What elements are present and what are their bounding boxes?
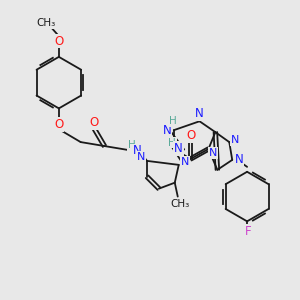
Text: N: N <box>163 124 171 137</box>
Text: N: N <box>174 142 183 155</box>
Text: N: N <box>231 135 239 145</box>
Text: CH₃: CH₃ <box>170 200 189 209</box>
Text: O: O <box>186 129 195 142</box>
Text: N: N <box>235 153 244 167</box>
Text: O: O <box>89 116 98 129</box>
Text: O: O <box>54 34 64 47</box>
Text: H: H <box>169 116 177 126</box>
Text: CH₃: CH₃ <box>36 18 56 28</box>
Text: H: H <box>168 138 176 148</box>
Text: N: N <box>209 148 218 158</box>
Text: F: F <box>245 225 251 238</box>
Text: H: H <box>128 140 136 150</box>
Text: N: N <box>181 157 189 167</box>
Text: N: N <box>133 145 142 158</box>
Text: N: N <box>195 107 204 120</box>
Text: O: O <box>54 118 64 131</box>
Text: N: N <box>137 152 145 162</box>
